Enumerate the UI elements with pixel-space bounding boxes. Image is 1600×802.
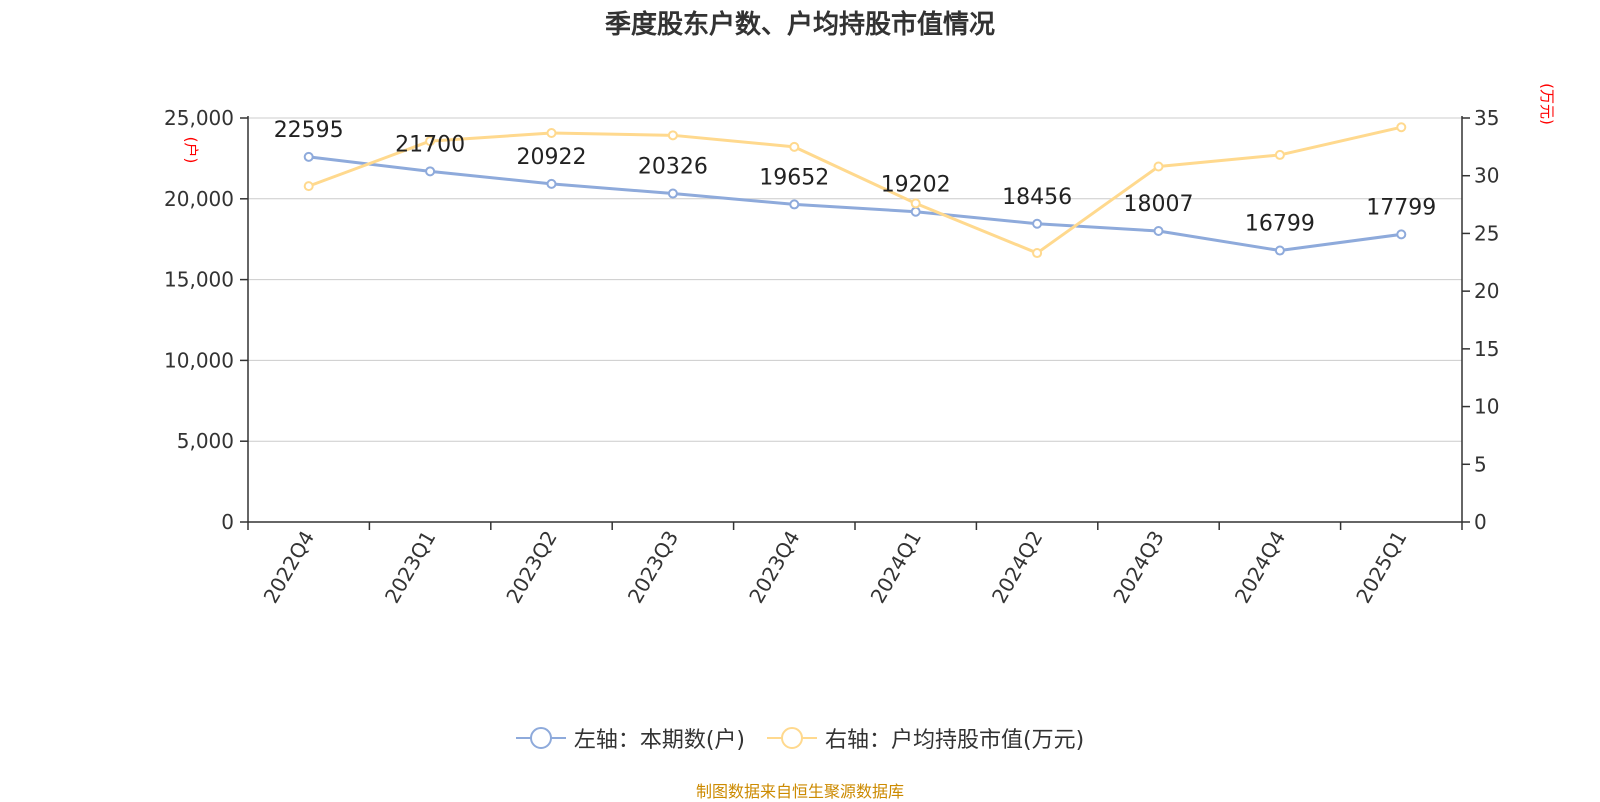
x-tick-label: 2024Q4 <box>1230 527 1290 608</box>
source-note: 制图数据来自恒生聚源数据库 <box>695 782 904 801</box>
series-line-right <box>308 125 1402 255</box>
x-tick-label: 2023Q4 <box>744 527 804 608</box>
series-point-left <box>1153 226 1164 237</box>
y-left-unit-label: (户) <box>182 137 200 164</box>
series-point-right <box>546 128 557 139</box>
legend: 左轴：本期数(户) 右轴：户均持股市值(万元) <box>0 722 1600 754</box>
series-line-left <box>308 155 1402 253</box>
series-point-right <box>425 136 436 147</box>
x-tick-label: 2024Q2 <box>987 527 1047 608</box>
y-right-tick-label: 5 <box>1474 452 1487 476</box>
y-left-tick-label: 15,000 <box>164 268 234 292</box>
y-left-tick-label: 0 <box>221 510 234 534</box>
data-label: 18007 <box>1124 192 1194 217</box>
y-right-tick-label: 20 <box>1474 279 1499 303</box>
x-tick-label: 2023Q1 <box>380 527 440 608</box>
x-tick-label: 2022Q4 <box>259 527 319 608</box>
y-right-unit-label: (万元) <box>1538 83 1556 125</box>
data-label: 20326 <box>638 155 708 180</box>
data-label: 22595 <box>274 118 344 143</box>
series-point-right <box>1032 248 1043 259</box>
series-point-left <box>910 206 921 217</box>
legend-item-right-series[interactable]: 右轴：户均持股市值(万元) <box>767 722 1084 754</box>
data-label: 16799 <box>1245 212 1315 237</box>
series-layer <box>303 122 1407 259</box>
y-right-tick-label: 25 <box>1474 221 1499 245</box>
data-label: 20922 <box>517 145 587 170</box>
y-right-tick-label: 35 <box>1474 106 1499 130</box>
x-tick-label: 2023Q2 <box>501 527 561 608</box>
series-point-right <box>1153 161 1164 172</box>
chart-title: 季度股东户数、户均持股市值情况 <box>604 10 995 40</box>
y-left-tick-label: 5,000 <box>177 429 234 453</box>
legend-label-left-series: 左轴：本期数(户) <box>573 728 745 753</box>
legend-item-left-series[interactable]: 左轴：本期数(户) <box>515 722 745 754</box>
series-point-right <box>1396 122 1407 133</box>
data-label: 18456 <box>1002 185 1072 210</box>
y-left-tick-label: 20,000 <box>164 187 234 211</box>
data-label: 19202 <box>881 173 951 198</box>
y-right-tick-label: 0 <box>1474 510 1487 534</box>
y-right-tick-label: 10 <box>1474 395 1499 419</box>
series-point-right <box>667 130 678 141</box>
legend-swatch-left-icon <box>515 727 566 749</box>
series-point-left <box>789 199 800 210</box>
series-point-left <box>1032 218 1043 229</box>
series-point-left <box>1274 245 1285 256</box>
data-label: 21700 <box>395 132 465 157</box>
series-point-right <box>303 181 314 192</box>
legend-label-right-series: 右轴：户均持股市值(万元) <box>825 728 1085 753</box>
y-left-tick-label: 10,000 <box>164 348 234 372</box>
x-tick-label: 2023Q3 <box>623 527 683 608</box>
y-right-tick-label: 15 <box>1474 337 1499 361</box>
labels-layer: 22595 21700 20922 20326 19652 19202 18456 18007… <box>274 118 1437 237</box>
series-point-left <box>667 188 678 199</box>
legend-swatch-right-icon <box>767 727 817 749</box>
y-right-tick-label: 30 <box>1474 164 1499 188</box>
series-point-left <box>1396 229 1407 240</box>
series-point-left <box>303 151 314 162</box>
x-tick-label: 2024Q1 <box>866 527 926 608</box>
data-label: 17799 <box>1366 195 1436 220</box>
grid-layer <box>248 117 1462 442</box>
x-tick-label: 2024Q3 <box>1108 527 1168 608</box>
data-label: 19652 <box>759 165 829 190</box>
y-left-tick-label: 25,000 <box>164 106 234 130</box>
series-point-right <box>1274 149 1285 160</box>
series-point-left <box>425 166 436 177</box>
series-point-right <box>910 198 921 209</box>
series-point-right <box>789 141 800 152</box>
series-point-left <box>546 178 557 189</box>
x-tick-label: 2025Q1 <box>1351 527 1411 608</box>
